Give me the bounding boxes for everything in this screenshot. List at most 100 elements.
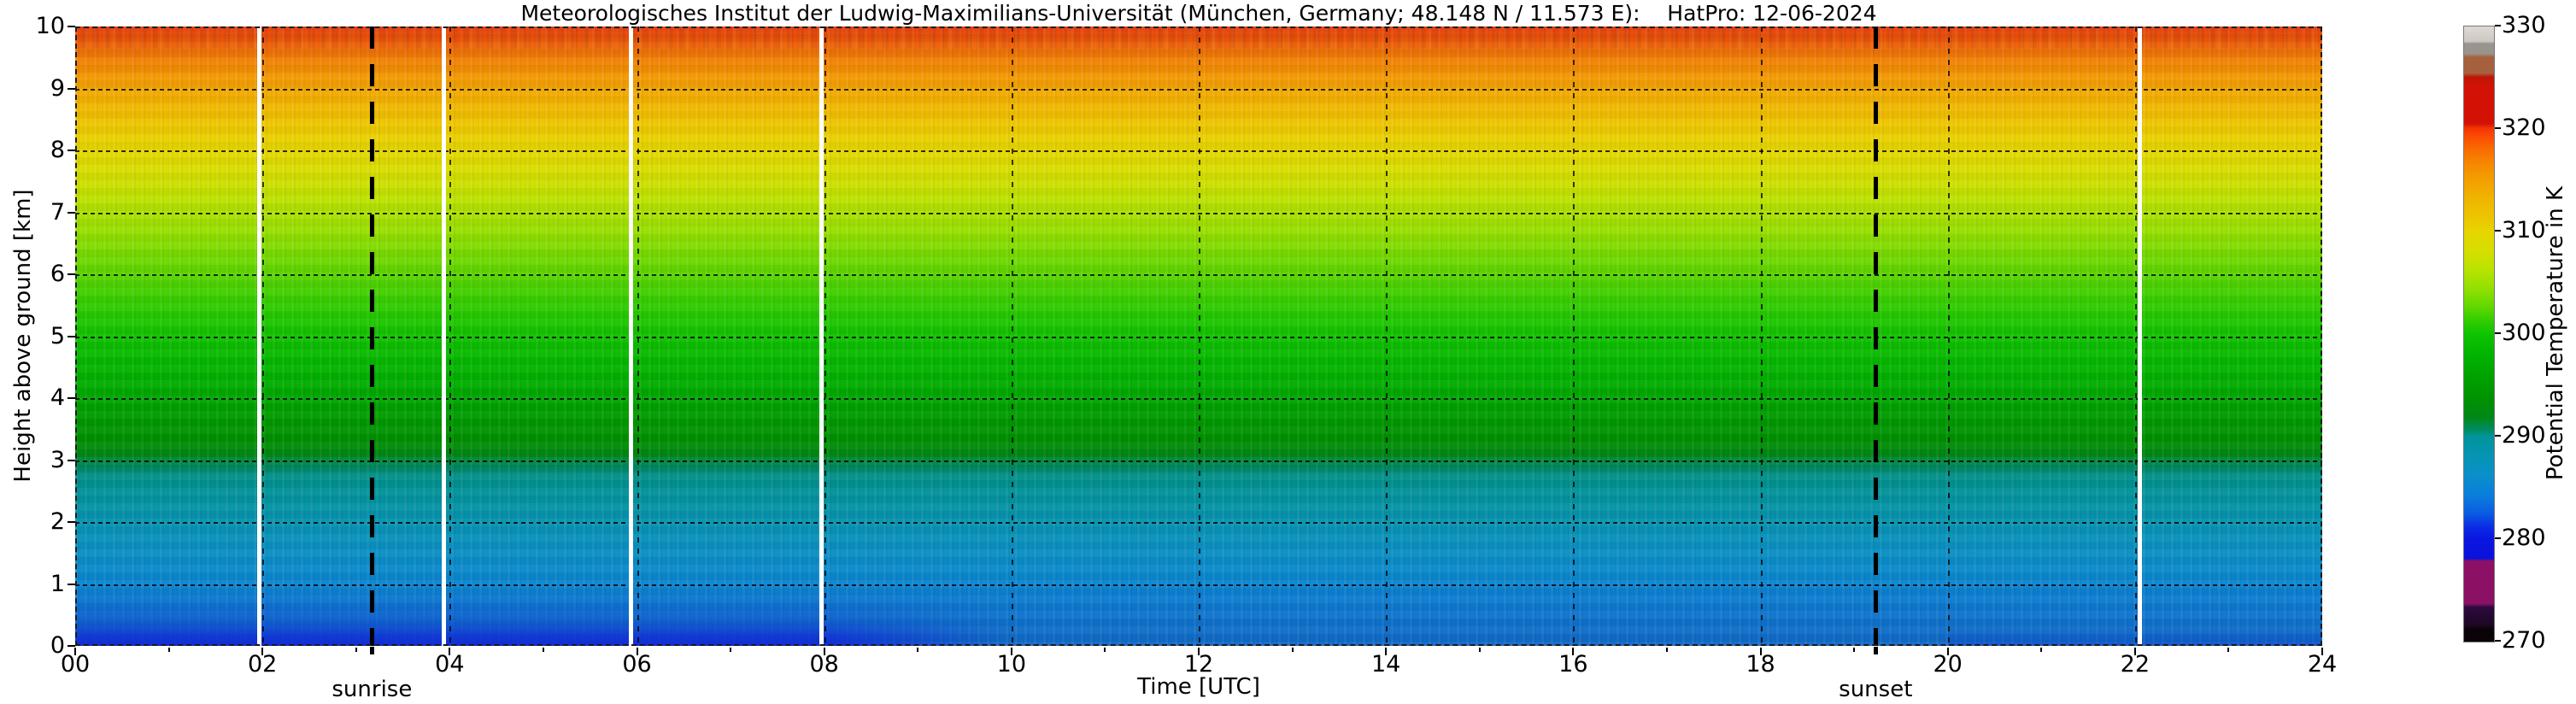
y-tick-label: 6: [50, 261, 65, 287]
x-tick-label: 10: [996, 651, 1027, 678]
data-gap: [442, 26, 447, 646]
x-gridline: [1199, 26, 1200, 646]
colorbar-tick-label: 310: [2502, 217, 2546, 243]
x-gridline: [1386, 26, 1388, 646]
sunrise-label: sunrise: [332, 677, 413, 702]
x-minor-tick-mark: [1665, 648, 1668, 652]
y-tick-label: 3: [50, 446, 65, 473]
x-minor-tick-mark: [1853, 648, 1856, 652]
x-minor-tick-mark: [167, 648, 170, 652]
x-tick-mark: [449, 648, 451, 655]
x-gridline: [1760, 26, 1763, 646]
x-minor-tick-mark: [1478, 648, 1481, 652]
x-tick-label: 02: [247, 651, 278, 678]
y-tick-mark: [67, 459, 75, 461]
colorbar-tick-label: 290: [2502, 422, 2546, 449]
y-tick-mark: [67, 397, 75, 399]
sunset-line-tick: [1873, 647, 1878, 654]
data-gap: [257, 26, 262, 646]
x-gridline: [262, 26, 265, 646]
y-tick-mark: [67, 87, 75, 90]
x-tick-mark: [1759, 648, 1762, 655]
data-gap: [2137, 26, 2142, 646]
sunrise-line: [369, 26, 374, 646]
x-minor-tick-mark: [542, 648, 544, 652]
x-tick-mark: [74, 648, 76, 655]
x-minor-tick-mark: [730, 648, 732, 652]
colorbar-label: Potential Temperature in K: [2543, 185, 2568, 481]
colorbar: [2463, 26, 2495, 642]
x-tick-label: 06: [622, 651, 652, 678]
x-gridline: [2134, 26, 2137, 646]
colorbar-gradient: [2464, 26, 2494, 642]
y-tick-mark: [67, 211, 75, 214]
x-tick-label: 18: [1746, 651, 1775, 678]
x-minor-tick-mark: [355, 648, 357, 652]
data-gap: [819, 26, 824, 646]
y-tick-label: 5: [50, 322, 65, 349]
plot-area: [75, 26, 2322, 646]
sunset-line: [1873, 26, 1878, 646]
x-minor-tick-mark: [917, 648, 919, 652]
x-tick-mark: [2133, 648, 2136, 655]
x-minor-tick-mark: [1104, 648, 1106, 652]
colorbar-tick-mark: [2495, 537, 2501, 539]
colorbar-tick-mark: [2495, 127, 2501, 129]
x-gridline: [637, 26, 639, 646]
y-tick-mark: [67, 26, 75, 27]
x-axis-label: Time [UTC]: [1137, 674, 1260, 700]
colorbar-tick-label: 270: [2502, 627, 2546, 654]
y-tick-label: 0: [50, 632, 65, 659]
colorbar-tick-label: 300: [2502, 320, 2546, 346]
x-minor-tick-mark: [1291, 648, 1294, 652]
y-tick-mark: [67, 583, 75, 585]
x-tick-mark: [261, 648, 264, 655]
x-tick-label: 24: [2307, 651, 2338, 678]
y-tick-mark: [67, 273, 75, 275]
x-tick-label: 08: [809, 651, 839, 678]
x-tick-label: 16: [1558, 651, 1588, 678]
x-gridline: [1947, 26, 1950, 646]
colorbar-tick-mark: [2495, 332, 2501, 334]
x-gridline: [449, 26, 452, 646]
y-axis-label: Height above ground [km]: [10, 189, 36, 483]
figure-title: Meteorologisches Institut der Ludwig-Max…: [520, 1, 1877, 26]
y-tick-label: 1: [50, 570, 65, 597]
colorbar-tick-label: 280: [2502, 525, 2546, 551]
y-tick-mark: [67, 150, 75, 151]
colorbar-tick-mark: [2495, 640, 2501, 642]
x-gridline: [1573, 26, 1576, 646]
y-tick-label: 7: [50, 198, 65, 226]
x-tick-mark: [1010, 648, 1012, 655]
x-minor-tick-mark: [2227, 648, 2230, 652]
night-cold-surface-layer: [75, 593, 1042, 646]
x-gridline: [824, 26, 826, 646]
sunset-label: sunset: [1839, 677, 1913, 702]
y-tick-mark: [67, 645, 75, 647]
sunrise-line-tick: [369, 647, 374, 654]
y-tick-label: 10: [35, 13, 65, 39]
y-tick-mark: [67, 521, 75, 523]
colorbar-tick-mark: [2495, 435, 2501, 437]
colorbar-tick-mark: [2495, 230, 2501, 232]
colorbar-tick-label: 330: [2502, 12, 2546, 38]
x-tick-mark: [1385, 648, 1388, 655]
y-tick-label: 4: [50, 384, 65, 411]
x-gridline: [1011, 26, 1013, 646]
x-tick-label: 14: [1370, 651, 1401, 678]
x-tick-mark: [2321, 648, 2323, 655]
x-tick-mark: [823, 648, 825, 655]
x-tick-label: 00: [60, 651, 91, 678]
colorbar-tick-mark: [2495, 25, 2501, 26]
x-tick-mark: [1946, 648, 1949, 655]
data-gap: [629, 26, 634, 646]
y-tick-label: 2: [50, 508, 65, 535]
colorbar-tick-label: 320: [2502, 114, 2546, 141]
y-tick-label: 8: [50, 137, 65, 163]
x-tick-label: 22: [2120, 651, 2151, 678]
y-tick-mark: [67, 335, 75, 337]
x-tick-mark: [1572, 648, 1575, 655]
x-tick-mark: [1198, 648, 1200, 655]
x-tick-mark: [636, 648, 638, 655]
